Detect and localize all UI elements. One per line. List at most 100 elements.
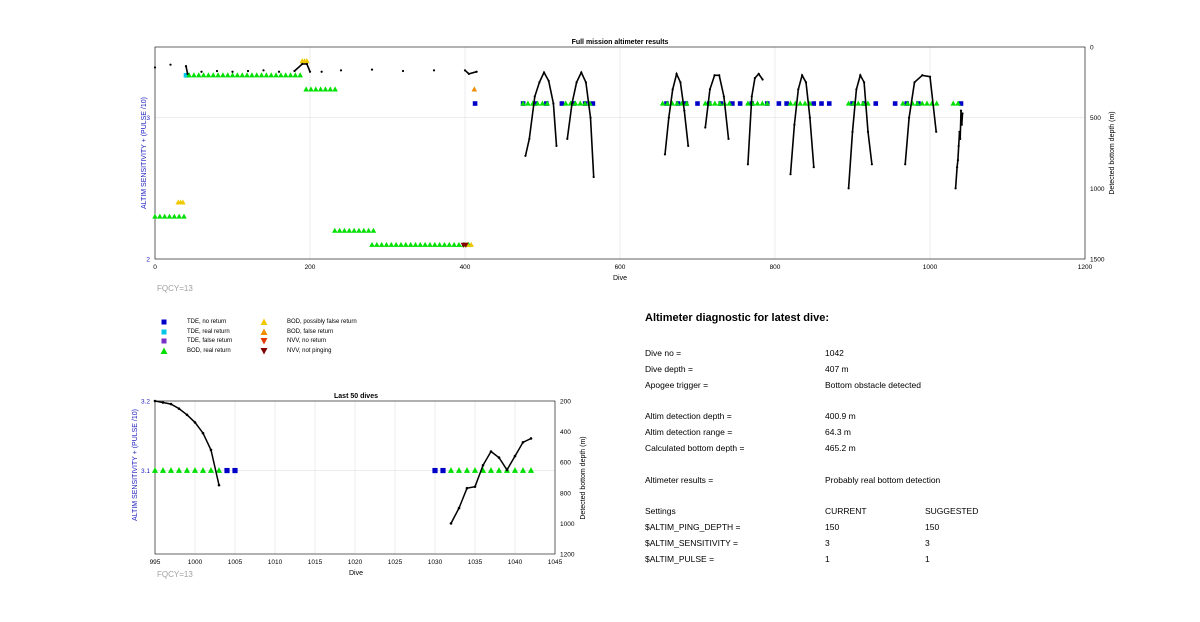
marker-triangle-up xyxy=(244,72,250,78)
depth-point xyxy=(592,175,595,179)
main-left-y-label: ALTIM SENSITIVITY + (PULSE /10) xyxy=(141,97,148,209)
x-tick-label: 600 xyxy=(615,264,626,271)
marker-triangle-up xyxy=(855,100,862,106)
depth-line xyxy=(954,110,964,189)
depth-point xyxy=(246,69,250,73)
depth-point xyxy=(473,485,477,488)
marker-triangle-up xyxy=(287,72,294,78)
depth-point xyxy=(566,137,569,140)
depth-point xyxy=(209,448,213,452)
marker-triangle-up xyxy=(365,227,372,233)
depth-point xyxy=(547,79,550,83)
depth-point xyxy=(713,74,716,77)
right-tick-label: 200 xyxy=(560,399,571,406)
marker-triangle-up xyxy=(759,100,766,106)
right-tick-label: 800 xyxy=(560,490,571,497)
depth-point xyxy=(722,95,725,98)
right-tick-label: 600 xyxy=(560,460,571,467)
sub-chart-title: Last 50 dives xyxy=(334,393,378,400)
marker-triangle-up xyxy=(919,100,925,106)
diagnostic-row: Dive depth = 407 m xyxy=(645,363,1165,375)
x-tick-label: 1000 xyxy=(923,264,938,271)
marker-triangle-up xyxy=(702,100,709,106)
depth-point xyxy=(542,71,546,74)
depth-point xyxy=(797,88,800,91)
depth-point xyxy=(215,69,219,73)
depth-point xyxy=(757,72,760,75)
diagnostic-row: Apogee trigger = Bottom obstacle detected xyxy=(645,379,1165,391)
depth-point xyxy=(708,88,712,91)
depth-point xyxy=(913,81,916,84)
marker-triangle-up xyxy=(346,227,353,233)
depth-point xyxy=(475,70,478,73)
right-tick-label: 1500 xyxy=(1090,257,1105,264)
depth-point xyxy=(161,401,165,404)
legend-triangle-down-icon xyxy=(260,338,268,345)
x-tick-label: 1000 xyxy=(188,559,203,566)
depth-point xyxy=(570,102,574,105)
diagnostic-row: Altimeter results = Probably real bottom … xyxy=(645,474,1165,486)
left-tick-label: 2 xyxy=(146,257,150,264)
main-depth-layer xyxy=(153,62,964,190)
marker-triangle-up xyxy=(471,467,479,473)
depth-point xyxy=(675,72,678,75)
marker-square xyxy=(472,101,478,106)
depth-point xyxy=(671,88,674,91)
depth-point xyxy=(921,74,924,77)
marker-triangle-up xyxy=(417,241,424,247)
depth-point xyxy=(555,144,558,148)
diagnostic-label: Altim detection depth = xyxy=(645,411,732,421)
depth-point xyxy=(808,116,811,119)
marker-triangle-up xyxy=(684,100,690,106)
x-tick-label: 200 xyxy=(305,264,316,271)
marker-triangle-up xyxy=(726,100,733,106)
marker-triangle-up xyxy=(268,72,274,78)
depth-point xyxy=(465,486,469,490)
depth-point xyxy=(529,437,533,440)
right-tick-label: 1200 xyxy=(560,552,575,559)
marker-triangle-up xyxy=(175,467,183,473)
marker-triangle-up xyxy=(249,72,255,78)
sub-fqcy-annotation: FQCY=13 xyxy=(157,570,193,579)
depth-point xyxy=(481,463,485,467)
marker-triangle-up xyxy=(215,72,221,78)
depth-point xyxy=(457,506,461,510)
legend-label: BOD, false return xyxy=(287,328,334,335)
x-tick-label: 800 xyxy=(770,264,781,271)
marker-triangle-up xyxy=(341,227,348,233)
depth-point xyxy=(863,81,866,84)
depth-point xyxy=(761,78,764,81)
marker-triangle-up xyxy=(253,72,260,78)
marker-triangle-up xyxy=(370,227,377,233)
depth-point xyxy=(954,187,957,190)
marker-square xyxy=(590,101,596,106)
marker-triangle-up xyxy=(525,100,531,106)
diagnostic-value: Probably real bottom detection xyxy=(825,475,941,485)
marker-square xyxy=(958,101,964,106)
marker-triangle-up xyxy=(664,100,671,106)
marker-triangle-up xyxy=(234,72,241,78)
depth-point xyxy=(552,102,555,105)
depth-point xyxy=(201,431,205,435)
marker-triangle-up xyxy=(398,241,404,247)
marker-triangle-up xyxy=(200,72,207,78)
marker-triangle-up xyxy=(297,72,303,78)
diagnostic-value: 64.3 m xyxy=(825,427,851,437)
depth-point xyxy=(956,166,959,169)
diagnostic-value: 3 xyxy=(925,538,930,548)
marker-triangle-up xyxy=(378,241,385,247)
marker-triangle-up xyxy=(527,467,535,473)
depth-point xyxy=(960,123,963,126)
marker-triangle-up xyxy=(176,213,182,219)
diagnostic-value: 465.2 m xyxy=(825,443,856,453)
diagnostic-value: Bottom obstacle detected xyxy=(825,380,921,390)
diagnostic-value: CURRENT xyxy=(825,506,867,516)
marker-triangle-up xyxy=(463,467,471,473)
depth-point xyxy=(907,116,911,119)
marker-triangle-up xyxy=(186,72,192,78)
marker-triangle-up xyxy=(455,467,463,473)
marker-triangle-up xyxy=(308,86,314,92)
left-tick-label: 3 xyxy=(146,115,150,122)
diagnostic-value: 400.9 m xyxy=(825,411,856,421)
marker-triangle-up xyxy=(327,86,334,92)
